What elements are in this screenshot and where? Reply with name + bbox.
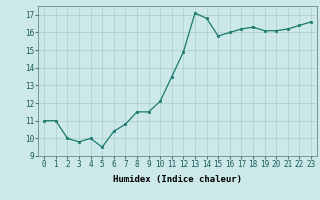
- X-axis label: Humidex (Indice chaleur): Humidex (Indice chaleur): [113, 175, 242, 184]
